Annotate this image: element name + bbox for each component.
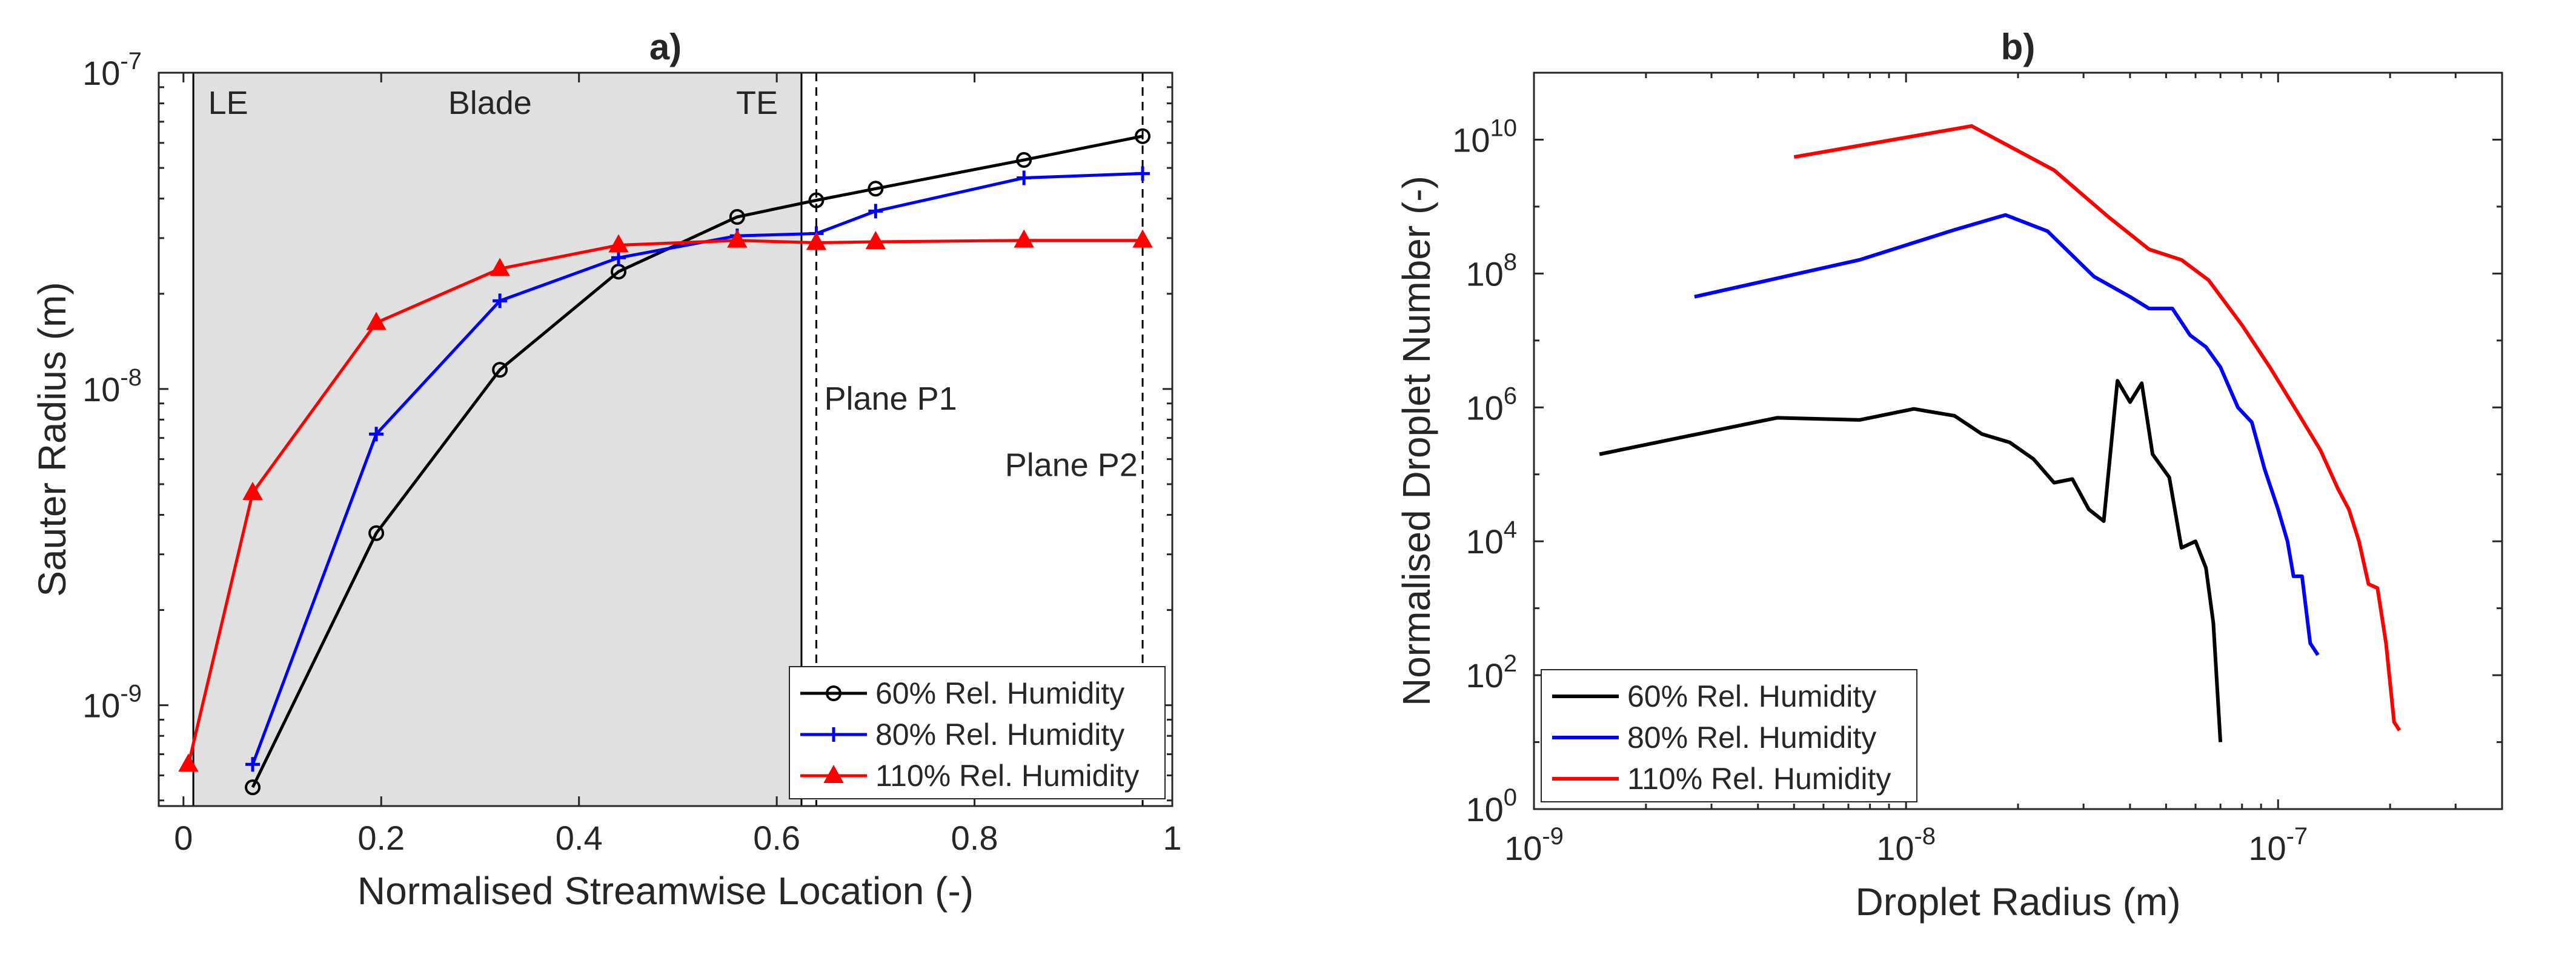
data-point-a-80-rel-humidity-3 (611, 250, 626, 265)
chart-b-title: b) (2001, 27, 2036, 67)
legend-a-entry-110: 110% Rel. Humidity (875, 759, 1139, 793)
data-point-a-110-rel-humidity-1 (242, 481, 263, 500)
legend-b-entry-60: 60% Rel. Humidity (1627, 679, 1876, 713)
y-ticks-b: 100 102 104 106 108 1010 (1452, 72, 2502, 828)
data-point-a-80-rel-humidity-7 (1017, 170, 1032, 185)
data-point-a-60-rel-humidity-7 (1016, 152, 1032, 168)
y-tick-label-b-2: 104 (1466, 516, 1517, 561)
x-tick-label-a-2: 0.4 (556, 819, 603, 857)
annotation-plane-p2: Plane P2 (1005, 447, 1138, 484)
annotation-te: TE (736, 85, 778, 121)
chart-b: 10-9 10-8 10-7 100 102 104 106 108 1010 b) Drop… (1395, 27, 2503, 924)
y-tick-label-a-0: 10-9 (82, 681, 142, 725)
y-ticks-a: 10-9 10-8 10-7 (82, 48, 1172, 802)
data-point-a-80-rel-humidity-6 (868, 204, 883, 219)
data-point-a-110-rel-humidity-6 (806, 232, 827, 250)
legend-b: 60% Rel. Humidity 80% Rel. Humidity 110%… (1541, 669, 1917, 802)
x-tick-label-a-0: 0 (174, 819, 193, 857)
y-tick-label-a-1: 10-8 (82, 364, 142, 408)
legend-b-swatches (1552, 695, 1619, 781)
data-point-a-110-rel-humidity-4 (608, 234, 629, 253)
data-point-a-60-rel-humidity-5 (808, 192, 825, 208)
data-point-a-110-rel-humidity-5 (727, 229, 748, 248)
annotation-blade: Blade (448, 85, 532, 121)
legend-b-entry-110: 110% Rel. Humidity (1627, 762, 1891, 796)
legend-a-marker-1 (826, 727, 841, 742)
data-point-a-110-rel-humidity-3 (490, 258, 510, 276)
data-point-a-110-rel-humidity-2 (366, 312, 387, 330)
x-tick-label-a-5: 1 (1163, 819, 1181, 857)
y-tick-label-b-4: 108 (1466, 248, 1517, 293)
data-point-a-110-rel-humidity-9 (1132, 229, 1153, 248)
chart-a-x-axis-label: Normalised Streamwise Location (-) (357, 869, 974, 913)
x-tick-label-b-1: 10-8 (1876, 823, 1936, 867)
annotation-le: LE (208, 85, 248, 121)
y-tick-label-b-1: 102 (1466, 650, 1517, 695)
x-ticks-a: 0 0.2 0.4 0.6 0.8 1 (174, 73, 1182, 857)
legend-a-marker-2 (823, 764, 844, 783)
legend-a-entry-60: 60% Rel. Humidity (875, 676, 1124, 710)
chart-b-x-axis-label: Droplet Radius (m) (1855, 880, 2180, 924)
data-point-a-80-rel-humidity-8 (1135, 166, 1150, 181)
x-tick-label-b-2: 10-7 (2248, 823, 2308, 867)
data-point-a-110-rel-humidity-8 (1014, 229, 1034, 248)
legend-a-entry-80: 80% Rel. Humidity (875, 718, 1124, 751)
series-a (178, 128, 1153, 796)
legend-a-swatches (800, 685, 867, 783)
series-line-b-110-rel-humidity (1793, 124, 2402, 731)
data-point-a-60-rel-humidity-8 (1135, 128, 1151, 144)
data-point-a-80-rel-humidity-1 (369, 427, 384, 442)
y-tick-label-b-3: 106 (1466, 382, 1517, 427)
data-point-a-110-rel-humidity-7 (865, 230, 886, 249)
legend-b-entry-80: 80% Rel. Humidity (1627, 721, 1876, 755)
legend-a: 60% Rel. Humidity 80% Rel. Humidity 110%… (789, 666, 1166, 799)
data-point-a-110-rel-humidity-0 (178, 753, 199, 772)
y-tick-label-b-0: 100 (1466, 784, 1517, 828)
data-point-a-60-rel-humidity-6 (868, 181, 884, 197)
x-tick-label-b-0: 10-9 (1504, 823, 1564, 867)
y-tick-label-a-2: 10-7 (82, 48, 142, 92)
series-line-b-60-rel-humidity (1599, 379, 2223, 742)
x-ticks-b: 10-9 10-8 10-7 (1504, 73, 2503, 867)
annotations-a: LE Blade TE Plane P1 Plane P2 (208, 85, 1138, 483)
x-tick-label-a-3: 0.6 (753, 819, 800, 857)
x-tick-label-a-1: 0.2 (357, 819, 405, 857)
chart-a-y-axis-label: Sauter Radius (m) (30, 282, 74, 596)
series-line-a-110-rel-humidity (187, 239, 1143, 765)
annotation-plane-p1: Plane P1 (824, 381, 957, 417)
y-tick-label-b-5: 1010 (1452, 115, 1517, 159)
data-point-a-60-rel-humidity-1 (368, 525, 385, 541)
series-line-b-80-rel-humidity (1694, 213, 2320, 656)
chart-a-title: a) (649, 27, 682, 67)
legend-a-marker-0 (826, 685, 842, 701)
data-point-a-60-rel-humidity-0 (245, 779, 261, 796)
series-line-a-60-rel-humidity (251, 135, 1143, 788)
data-point-a-60-rel-humidity-2 (492, 362, 508, 378)
x-tick-label-a-4: 0.8 (951, 819, 998, 857)
chart-b-y-axis-label: Normalised Droplet Number (-) (1395, 176, 1438, 706)
series-b (1599, 124, 2402, 742)
data-point-a-60-rel-humidity-4 (729, 208, 745, 225)
data-point-a-80-rel-humidity-2 (493, 293, 508, 308)
data-point-a-80-rel-humidity-0 (245, 757, 261, 772)
blade-shaded-region (193, 73, 802, 806)
chart-a: LE Blade TE Plane P1 Plane P2 0 0.2 0.4 0.6… (30, 27, 1182, 913)
plot-frame-a (158, 72, 1173, 807)
